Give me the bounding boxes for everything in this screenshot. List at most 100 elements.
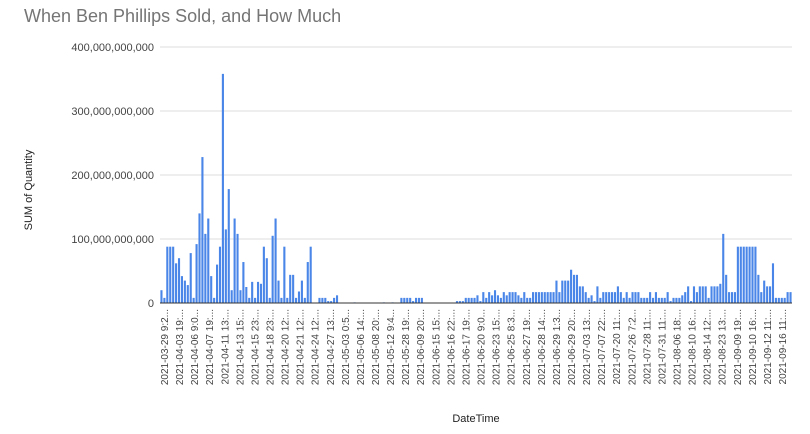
bar-30	[248, 297, 251, 303]
bar-212	[780, 297, 783, 303]
bar-41	[280, 297, 283, 303]
bar-44	[289, 274, 292, 303]
bar-45	[292, 274, 295, 303]
x-tick-label-6: 2021-04-15 23:...	[250, 309, 261, 385]
bar-56	[324, 297, 327, 303]
bar-148	[593, 301, 596, 303]
bar-104	[464, 297, 467, 303]
bar-190	[716, 286, 719, 303]
bar-186	[704, 286, 707, 303]
bar-130	[540, 292, 543, 303]
bar-181	[690, 301, 693, 303]
x-tick-label-39: 2021-09-10 16:...	[748, 309, 759, 385]
bar-132	[546, 292, 549, 303]
bar-110	[482, 292, 485, 303]
x-tick-label-30: 2021-07-20 11:...	[612, 309, 623, 384]
bar-214	[786, 292, 789, 303]
x-tick-label-21: 2021-06-20 9:0...	[477, 309, 488, 385]
bar-8	[183, 280, 186, 303]
bar-29	[245, 287, 248, 303]
bar-155	[613, 292, 617, 303]
bar-102	[458, 301, 461, 303]
bar-200	[745, 246, 748, 303]
bar-175	[672, 297, 675, 303]
bar-127	[532, 292, 535, 303]
gridlines	[160, 46, 792, 240]
bar-19	[216, 264, 219, 303]
x-tick-label-5: 2021-04-13 15:...	[235, 309, 246, 385]
x-tick-label-23: 2021-06-25 8:3...	[507, 309, 518, 385]
x-tick-label-25: 2021-06-28 14:...	[537, 309, 548, 385]
bar-51	[309, 246, 312, 303]
bar-7	[180, 276, 183, 303]
x-tick-label-34: 2021-08-06 18:...	[672, 309, 683, 385]
bar-26	[236, 233, 239, 303]
y-axis-ticks: 0 100,000,000,000 200,000,000,000 300,000,0…	[71, 42, 154, 310]
bar-105	[467, 297, 470, 303]
bar-167	[649, 292, 652, 303]
bar-153	[608, 292, 611, 303]
bar-85	[409, 297, 412, 303]
x-tick-label-20: 2021-06-17 19:...	[461, 309, 472, 385]
x-tick-label-8: 2021-04-20 12:...	[281, 309, 292, 385]
bar-108	[476, 295, 479, 303]
bar-146	[587, 297, 590, 303]
bar-1	[163, 297, 166, 303]
bar-36	[265, 258, 268, 303]
bar-210	[774, 297, 777, 303]
bar-39	[274, 218, 277, 303]
bar-157	[619, 292, 622, 303]
bar-178	[681, 295, 684, 303]
x-tick-label-7: 2021-04-18 23:...	[266, 309, 277, 385]
x-tick-label-35: 2021-08-10 16:...	[688, 309, 699, 385]
bar-206	[763, 280, 766, 303]
bar-197	[736, 246, 739, 303]
x-tick-label-9: 2021-04-21 12:...	[296, 309, 307, 385]
bar-21	[221, 73, 224, 303]
bar-121	[514, 292, 517, 303]
bar-151	[602, 292, 605, 303]
bar-147	[590, 295, 593, 303]
bar-32	[254, 297, 257, 303]
bar-23	[227, 189, 230, 303]
bar-162	[634, 292, 637, 303]
bar-184	[698, 286, 701, 303]
bar-112	[488, 292, 491, 303]
bar-196	[733, 292, 736, 303]
bar-117	[502, 292, 505, 303]
x-tick-label-0: 2021-03-29 9:2...	[160, 309, 171, 385]
bar-183	[695, 292, 698, 303]
x-tick-label-24: 2021-06-27 19:...	[522, 309, 533, 385]
bar-124	[523, 292, 526, 303]
bar-201	[748, 246, 751, 303]
bar-46	[295, 297, 298, 303]
bar-211	[777, 297, 780, 303]
bar-159	[625, 292, 628, 303]
bar-128	[534, 292, 538, 303]
bar-193	[725, 274, 728, 303]
x-tick-label-38: 2021-09-09 19:...	[733, 309, 744, 385]
bar-17	[210, 276, 213, 303]
bar-142	[575, 274, 578, 303]
bar-47	[297, 291, 301, 303]
bar-174	[669, 301, 672, 303]
bar-179	[684, 292, 687, 303]
x-tick-label-15: 2021-05-12 9:4...	[386, 309, 397, 385]
bar-144	[581, 286, 584, 303]
bar-118	[505, 295, 508, 303]
bar-114	[493, 290, 497, 303]
bar-9	[186, 285, 189, 303]
bar-series	[160, 73, 792, 303]
bar-50	[306, 262, 309, 303]
bar-35	[262, 246, 265, 303]
x-tick-label-3: 2021-04-07 19:...	[205, 309, 216, 385]
bar-34	[259, 283, 262, 303]
bar-25	[233, 218, 236, 303]
bar-14	[201, 157, 204, 303]
bar-54	[318, 297, 321, 303]
bar-43	[286, 297, 289, 303]
bar-48	[300, 280, 303, 303]
bar-106	[470, 297, 473, 303]
bar-139	[567, 280, 570, 303]
